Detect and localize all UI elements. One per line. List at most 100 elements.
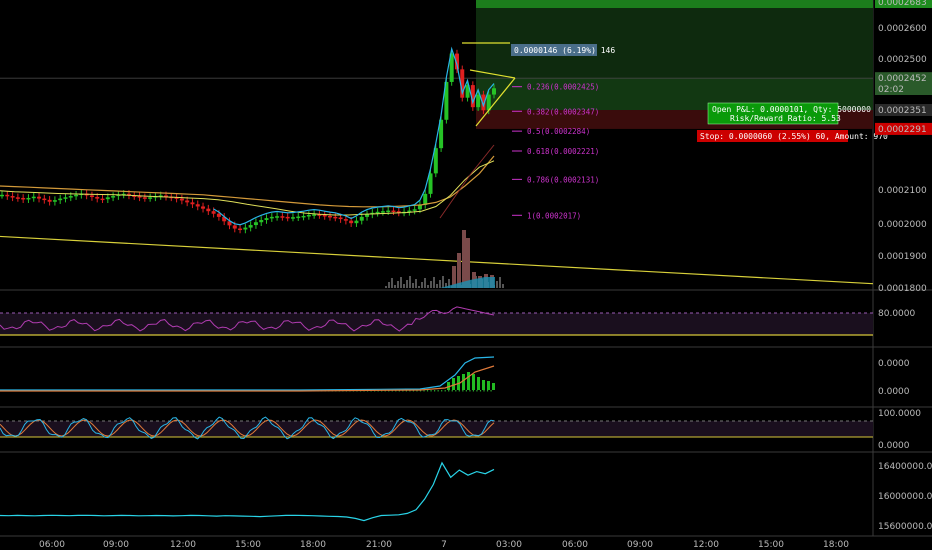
candle xyxy=(433,148,438,174)
volume-bar xyxy=(385,286,387,288)
obv-line xyxy=(0,461,495,522)
macd-hist-bar xyxy=(483,390,485,392)
obv-pane[interactable] xyxy=(0,461,495,522)
time-tick-label: 15:00 xyxy=(235,540,261,550)
candle xyxy=(100,198,105,201)
rsi-line xyxy=(0,306,495,332)
candle xyxy=(417,204,422,210)
time-tick-label: 06:00 xyxy=(562,540,588,550)
candle xyxy=(301,215,306,218)
candle xyxy=(444,81,449,120)
fib-level-label: 0.236(0.0002425) xyxy=(527,83,599,92)
time-tick-label: 7 xyxy=(441,540,447,550)
price-tag-label: 0.0002351 xyxy=(878,106,927,116)
candle xyxy=(243,227,248,230)
candle xyxy=(269,216,274,219)
grid xyxy=(0,0,932,537)
stoch-k-line xyxy=(0,416,495,440)
candle xyxy=(42,198,47,201)
volume-bar xyxy=(391,278,393,288)
candle xyxy=(63,197,68,199)
volume-bar xyxy=(388,282,390,288)
candle xyxy=(328,215,332,218)
candle xyxy=(174,197,179,199)
price-tick-label: 0.0001900 xyxy=(878,252,927,262)
candle xyxy=(460,69,465,98)
volume-bar xyxy=(400,277,402,288)
candle xyxy=(454,53,459,70)
time-tick-label: 09:00 xyxy=(103,540,129,550)
macd-pane[interactable] xyxy=(0,356,495,392)
candle xyxy=(349,220,354,224)
time-tick-label: 03:00 xyxy=(496,540,522,550)
fib-level-label: 0.5(0.0002284) xyxy=(527,127,590,136)
macd-hist-bar xyxy=(430,390,432,392)
volume-bar xyxy=(452,266,456,288)
price-tag xyxy=(875,122,932,135)
candle xyxy=(253,222,258,226)
volume-bar xyxy=(427,285,429,288)
stoch-band xyxy=(0,421,873,437)
macd-signal-line xyxy=(0,365,495,392)
price-tag xyxy=(875,83,932,95)
pattern-line-upper xyxy=(469,69,516,79)
candle xyxy=(52,200,57,202)
candle xyxy=(481,94,486,111)
candle xyxy=(338,217,343,220)
candle xyxy=(142,197,147,199)
rsi-pane[interactable] xyxy=(0,306,873,336)
macd-hist-bar xyxy=(472,374,475,390)
candle xyxy=(359,216,364,221)
macd-hist-bar xyxy=(409,390,411,392)
price-tick-label: 0.0001800 xyxy=(878,284,927,294)
candle xyxy=(465,85,470,98)
candle xyxy=(391,210,396,213)
stop-label: Stop: 0.0000060 (2.55%) 60, Amount: 970 xyxy=(700,132,888,141)
profit-zone-upper xyxy=(476,8,873,79)
pattern-line-lower xyxy=(475,77,516,127)
macd-hist-bar xyxy=(465,390,467,392)
time-axis[interactable]: 06:00 09:00 12:00 15:00 18:00 21:00 7 03:00 06:0… xyxy=(39,540,849,550)
candle xyxy=(31,196,36,199)
candle xyxy=(68,196,73,198)
volume-bar xyxy=(421,282,423,288)
candle xyxy=(216,213,221,217)
macd-hist-bar xyxy=(416,390,418,392)
fib-level-label: 0.618(0.0002221) xyxy=(527,147,599,156)
candle xyxy=(195,204,200,207)
volume-bar xyxy=(403,284,405,288)
candle xyxy=(317,214,322,216)
candle xyxy=(26,197,31,200)
candle xyxy=(264,218,269,221)
candle xyxy=(449,53,454,82)
price-pane[interactable]: 0(0.0002551)0.236(0.0002425)0.382(0.0002… xyxy=(0,42,888,288)
volume-bar xyxy=(406,280,408,288)
candle xyxy=(148,197,153,199)
macd-hist-bar xyxy=(486,390,489,392)
candle xyxy=(5,194,10,197)
macd-hist-bar xyxy=(487,381,490,390)
volume-bar xyxy=(397,281,399,288)
volume-bar xyxy=(412,283,414,288)
macd-hist-bar xyxy=(444,390,446,392)
candle xyxy=(306,214,311,217)
candle xyxy=(476,94,481,108)
candle xyxy=(428,173,433,194)
candle xyxy=(312,214,317,216)
volume-bar xyxy=(448,279,450,288)
volume-bar xyxy=(418,286,420,288)
stop-box xyxy=(697,130,848,142)
volume-bar xyxy=(433,277,435,288)
price-axis[interactable]: 0.0002600 0.0002500 0.0002100 0.0002000 0.00… xyxy=(875,0,932,532)
candle xyxy=(285,216,290,219)
macd-hist-bar xyxy=(458,390,460,392)
price-tick-label: 0.0002100 xyxy=(878,186,927,196)
macd-hist-bar xyxy=(441,390,443,392)
stoch-pane[interactable] xyxy=(0,416,873,440)
time-tick-label: 18:00 xyxy=(300,540,326,550)
macd-hist-bar xyxy=(490,390,492,392)
candle xyxy=(396,211,401,213)
volume-ma-area xyxy=(440,277,495,288)
candle xyxy=(201,206,206,209)
